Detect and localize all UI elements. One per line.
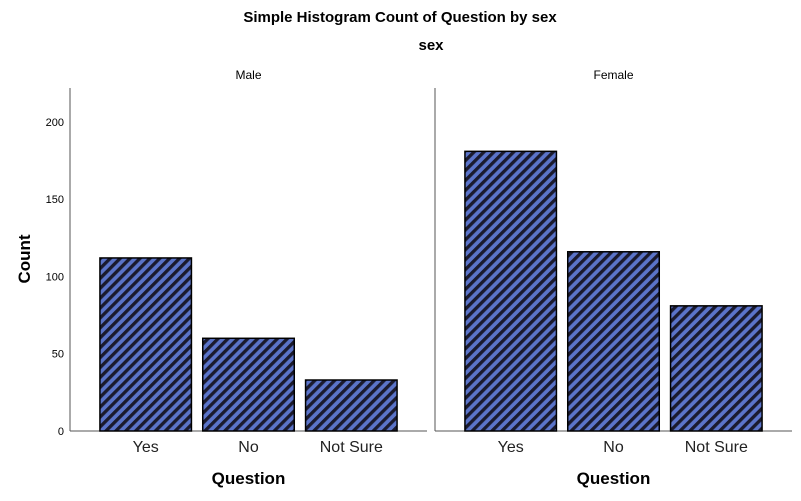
bar-male-yes: [99, 257, 193, 432]
y-tick-label: 200: [46, 117, 64, 129]
y-tick-label: 100: [46, 271, 64, 283]
bar-female-not-sure: [669, 305, 763, 432]
x-tick-label: Yes: [133, 439, 159, 456]
bar-female-yes: [464, 150, 558, 432]
x-axis-title-male: Question: [212, 469, 286, 488]
y-tick-label: 50: [52, 349, 64, 361]
x-tick-label: No: [603, 439, 624, 456]
bar-male-not-sure: [304, 379, 398, 432]
plot-area: Male 0 50 100 150 200 Yes No Not Sure Question Fem…: [46, 68, 792, 488]
y-tick-label: 0: [58, 426, 64, 438]
x-tick-label: Not Sure: [685, 439, 748, 456]
x-tick-label: No: [238, 439, 259, 456]
x-tick-label: Yes: [498, 439, 524, 456]
x-tick-label: Not Sure: [320, 439, 383, 456]
panel-label-male: Male: [235, 68, 261, 82]
panel-label-female: Female: [593, 68, 633, 82]
x-axis-title-female: Question: [577, 469, 651, 488]
chart-title: Simple Histogram Count of Question by se…: [243, 9, 557, 26]
facet-title: sex: [418, 37, 444, 54]
bar-male-no: [201, 337, 296, 432]
bar-female-no: [566, 251, 661, 432]
y-axis-title: Count: [15, 234, 34, 283]
y-tick-label: 150: [46, 194, 64, 206]
